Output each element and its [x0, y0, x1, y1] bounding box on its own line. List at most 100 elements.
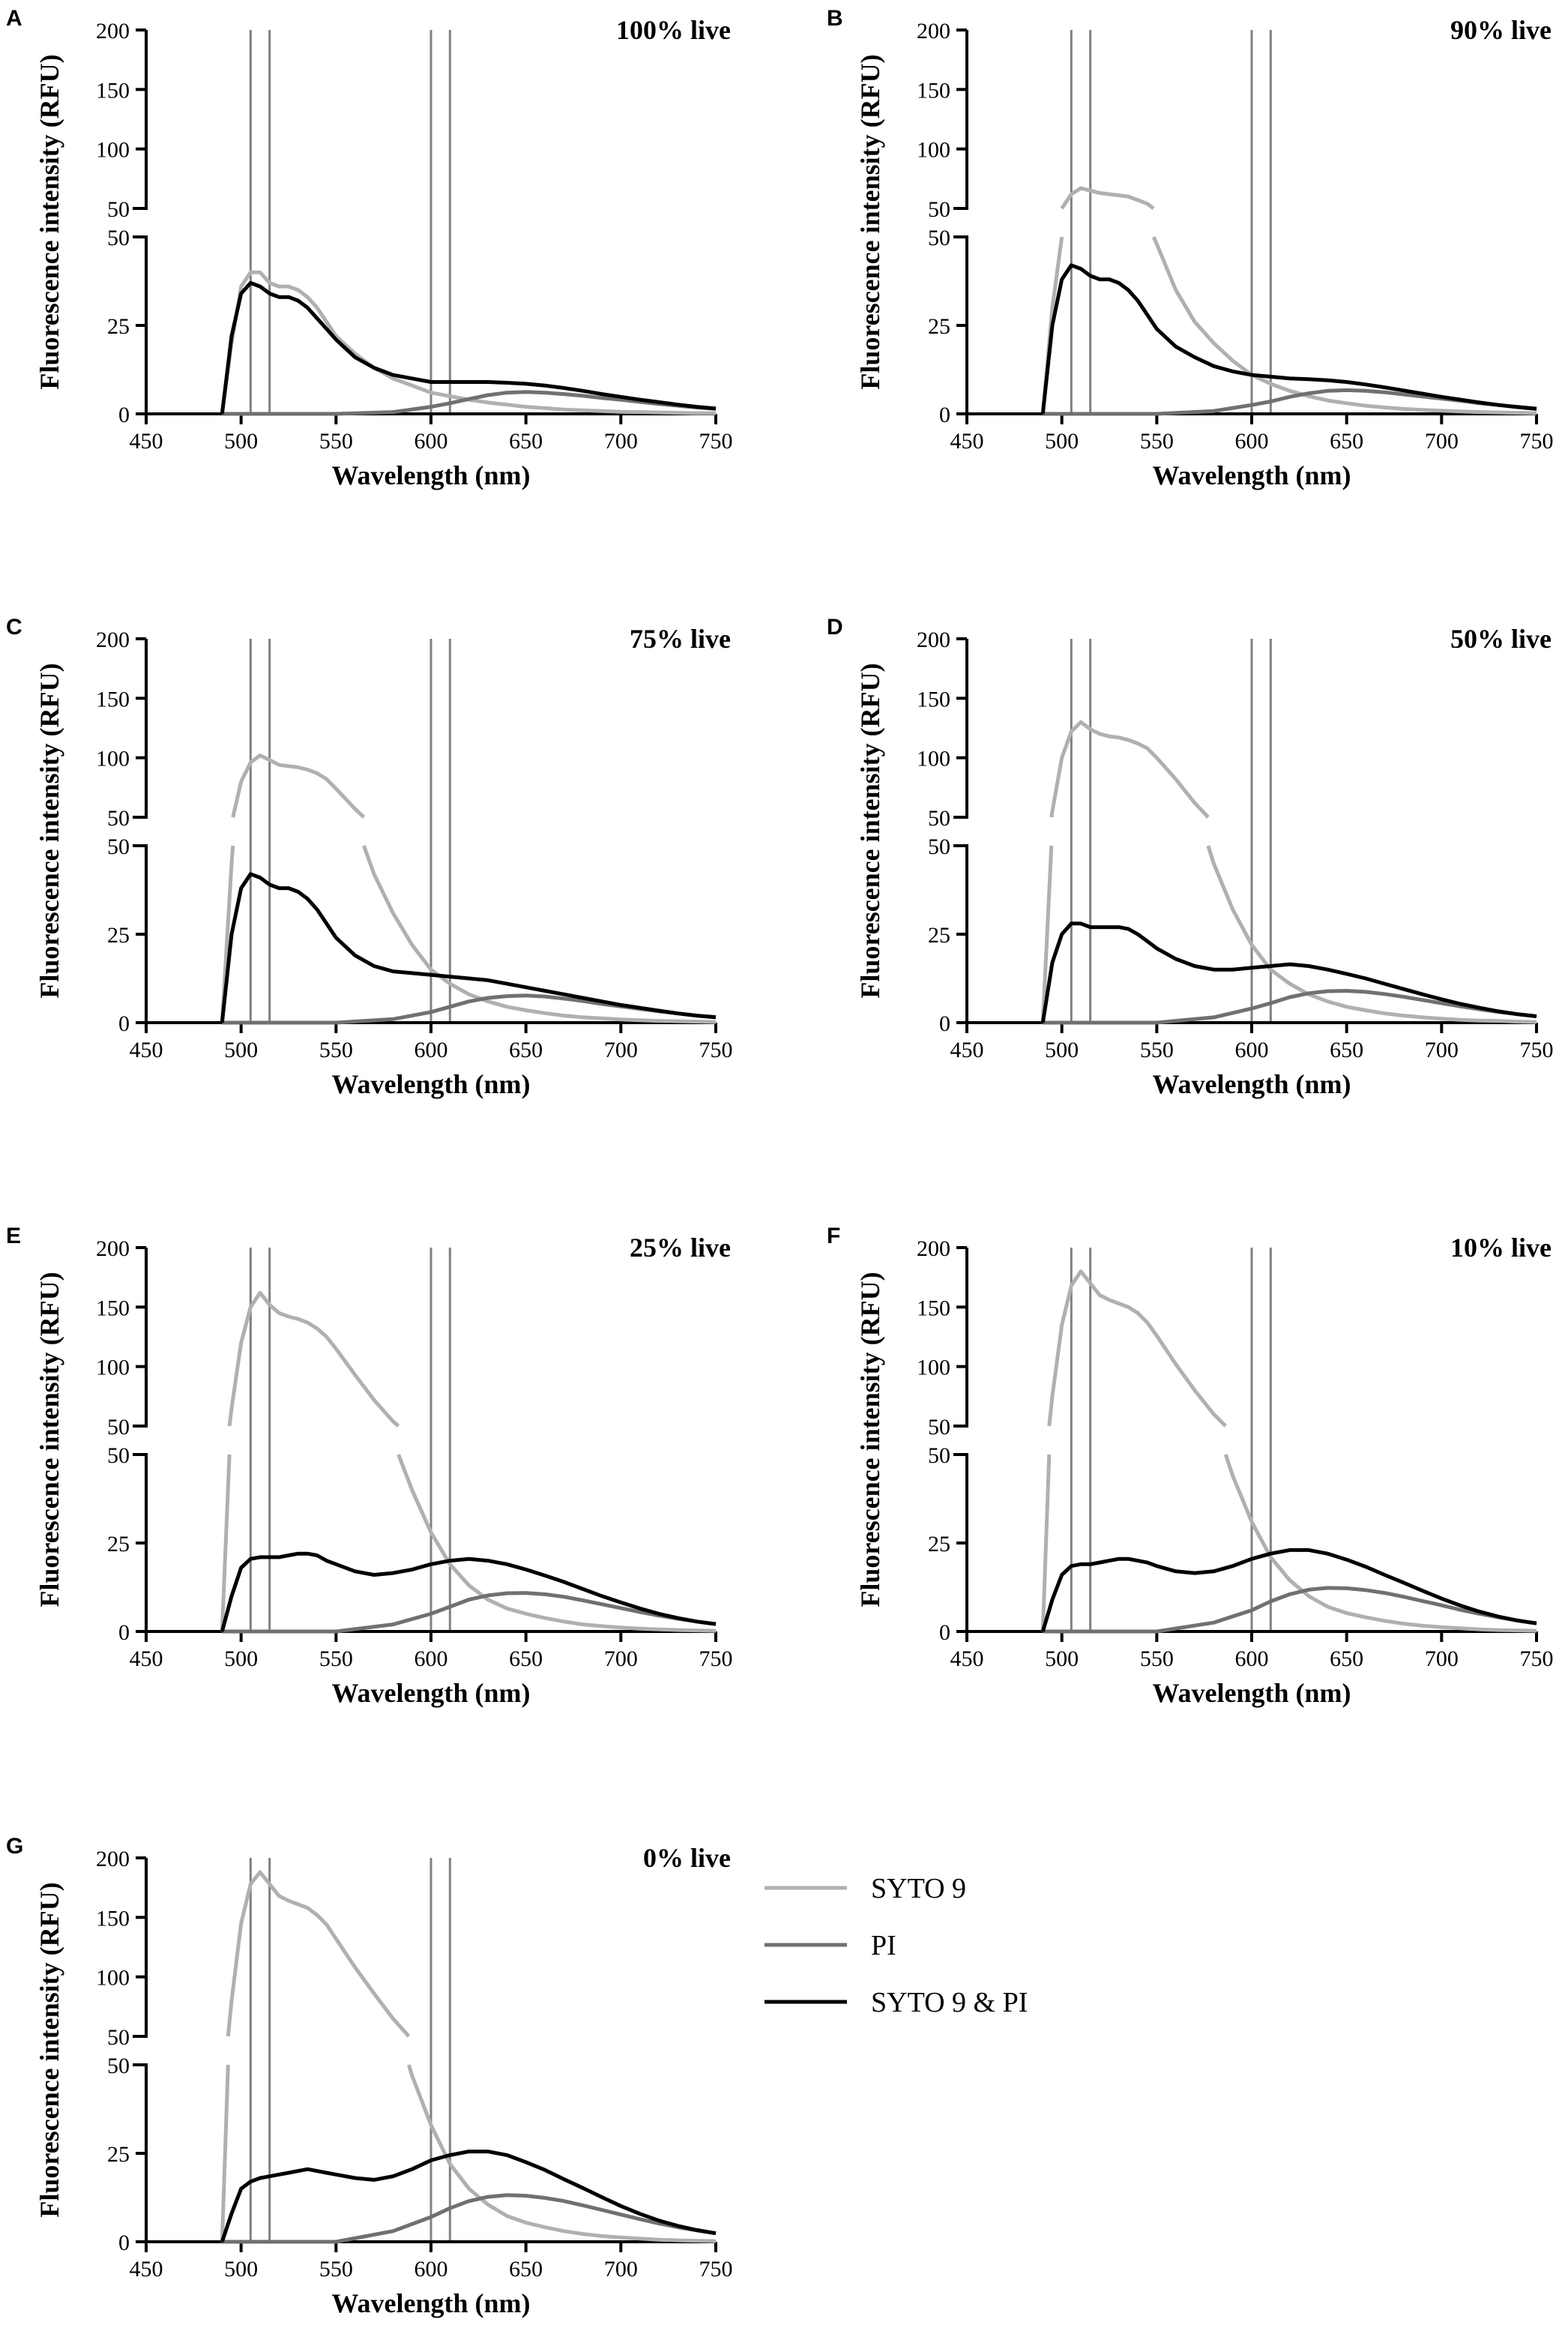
- x-tick-label: 700: [604, 429, 638, 454]
- series-line-lower: [1040, 263, 1537, 415]
- y-tick-label: 0: [118, 1620, 130, 1645]
- panel-letter: C: [6, 615, 22, 640]
- y-tick-label: 0: [939, 1011, 950, 1036]
- series-line-lower: [1040, 235, 1537, 415]
- series-combined: [220, 280, 717, 415]
- y-axis-label: Fluorescence intensity (RFU): [34, 1272, 64, 1607]
- x-tick-label: 700: [604, 2257, 638, 2282]
- panel-title: 50% live: [1450, 624, 1552, 654]
- series-combined: [1040, 921, 1537, 1023]
- x-tick-label: 700: [1425, 429, 1459, 454]
- x-tick-label: 650: [509, 2257, 543, 2282]
- y-tick-label: 50: [928, 197, 950, 222]
- x-tick-label: 500: [224, 2257, 258, 2282]
- legend-label: SYTO 9: [871, 1873, 966, 1904]
- series-combined: [1040, 1548, 1537, 1632]
- y-tick-label: 25: [928, 923, 950, 948]
- x-tick-label: 500: [1045, 1646, 1079, 1671]
- y-axis-label: Fluorescence intensity (RFU): [855, 663, 885, 998]
- x-axis-label: Wavelength (nm): [332, 1678, 531, 1708]
- x-axis-label: Wavelength (nm): [332, 2288, 531, 2318]
- y-tick-label: 150: [917, 1296, 950, 1320]
- series-line-upper: [1049, 720, 1210, 819]
- y-axis-label: Fluorescence intensity (RFU): [34, 54, 64, 389]
- x-tick-label: 600: [414, 1038, 448, 1062]
- x-tick-label: 550: [1140, 1038, 1174, 1062]
- x-tick-label: 550: [319, 1646, 353, 1671]
- legend-item: SYTO 9 & PI: [765, 1987, 1028, 2018]
- x-tick-label: 750: [1520, 429, 1554, 454]
- x-axis-label: Wavelength (nm): [1153, 1678, 1351, 1708]
- y-tick-label: 0: [939, 403, 950, 427]
- x-tick-label: 700: [604, 1646, 638, 1671]
- series-line-upper: [226, 1870, 411, 2038]
- x-axis-label: Wavelength (nm): [1153, 1069, 1351, 1099]
- y-tick-label: 50: [928, 1415, 950, 1440]
- x-tick-label: 600: [1235, 1646, 1269, 1671]
- y-tick-label: 200: [96, 628, 130, 652]
- x-tick-label: 450: [130, 1038, 163, 1062]
- x-tick-label: 600: [414, 2257, 448, 2282]
- x-tick-label: 700: [604, 1038, 638, 1062]
- panel-title: 75% live: [630, 624, 731, 654]
- y-tick-label: 100: [96, 747, 130, 772]
- series-syto9: [220, 1870, 717, 2243]
- y-tick-label: 200: [96, 19, 130, 43]
- series-syto9: [220, 1290, 717, 1633]
- y-tick-label: 100: [96, 138, 130, 163]
- x-tick-label: 700: [1425, 1646, 1459, 1671]
- series-line-lower: [220, 270, 716, 415]
- series-line-lower: [222, 1591, 717, 1634]
- x-tick-label: 600: [1235, 1038, 1269, 1062]
- y-tick-label: 200: [96, 1847, 130, 1871]
- y-axis-label: Fluorescence intensity (RFU): [34, 663, 64, 998]
- x-tick-label: 550: [319, 429, 353, 454]
- panel-d: D 50% live 50 100 150 200 0 25 50 450 500 550 600 650…: [827, 615, 1554, 1099]
- series-line-lower: [1040, 921, 1537, 1023]
- y-tick-label: 100: [96, 1356, 130, 1380]
- x-tick-label: 650: [509, 1038, 543, 1062]
- y-tick-label: 200: [96, 1236, 130, 1261]
- legend-label: SYTO 9 & PI: [871, 1987, 1028, 2018]
- x-tick-label: 750: [1520, 1038, 1554, 1062]
- series-combined: [220, 872, 717, 1023]
- panel-g: G 0% live 50 100 150 200 0 25 50 450 500 550 600 650 7…: [6, 1834, 733, 2318]
- series-line-upper: [1047, 1269, 1227, 1428]
- panel-letter: E: [6, 1224, 21, 1248]
- y-tick-label: 150: [96, 1296, 130, 1320]
- series-syto9: [220, 754, 717, 1024]
- x-tick-label: 750: [699, 1038, 733, 1062]
- y-tick-label: 25: [107, 1532, 130, 1556]
- series-pi: [222, 2193, 717, 2244]
- y-tick-label: 25: [107, 923, 130, 948]
- x-tick-label: 750: [699, 1646, 733, 1671]
- panel-e: E 25% live 50 100 150 200 0 25 50 450 500 550 600 650…: [6, 1224, 733, 1708]
- y-tick-label: 100: [917, 1356, 950, 1380]
- series-line-lower: [222, 2193, 717, 2244]
- x-tick-label: 500: [224, 1646, 258, 1671]
- y-tick-label: 0: [118, 403, 130, 427]
- x-tick-label: 450: [130, 1646, 163, 1671]
- series-line-lower: [220, 872, 717, 1023]
- series-line-lower: [1043, 1586, 1537, 1634]
- x-tick-label: 750: [699, 2257, 733, 2282]
- x-tick-label: 550: [1140, 1646, 1174, 1671]
- y-tick-label: 50: [928, 806, 950, 831]
- series-pi: [1043, 989, 1537, 1025]
- y-tick-label: 50: [928, 226, 950, 250]
- legend-label: PI: [871, 1930, 896, 1961]
- y-tick-label: 0: [118, 2231, 130, 2255]
- x-tick-label: 500: [224, 429, 258, 454]
- panel-c: C 75% live 50 100 150 200 0 25 50 450 500 550 600 650…: [6, 615, 733, 1099]
- panel-title: 0% live: [643, 1843, 731, 1873]
- x-tick-label: 500: [224, 1038, 258, 1062]
- series-line-lower: [1040, 1454, 1537, 1633]
- y-tick-label: 50: [107, 197, 130, 222]
- series-line-lower: [220, 280, 717, 415]
- series-line-upper: [1060, 186, 1155, 210]
- y-tick-label: 50: [928, 834, 950, 859]
- series-line-upper: [231, 754, 366, 819]
- y-axis-label: Fluorescence intensity (RFU): [855, 1272, 885, 1607]
- y-tick-label: 50: [928, 1443, 950, 1468]
